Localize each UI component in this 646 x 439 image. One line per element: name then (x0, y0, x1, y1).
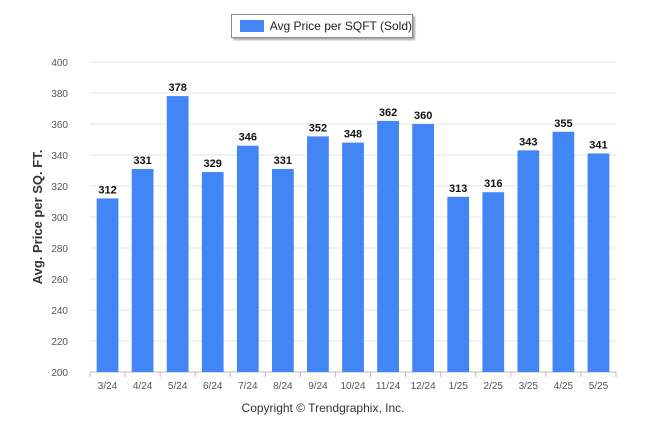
bar[interactable] (587, 153, 610, 372)
bar[interactable] (552, 131, 575, 372)
y-tick-label: 380 (51, 89, 68, 100)
x-tick-label: 6/24 (203, 381, 223, 392)
y-axis-title: Avg. Price per SQ. FT. (30, 150, 45, 285)
x-tick-label: 3/24 (98, 381, 118, 392)
bar[interactable] (96, 198, 119, 372)
legend-swatch (240, 20, 264, 32)
bar[interactable] (236, 145, 259, 372)
legend[interactable]: Avg Price per SQFT (Sold) (231, 14, 413, 38)
data-label: 378 (168, 82, 186, 94)
legend-label: Avg Price per SQFT (Sold) (269, 19, 412, 33)
x-tick-label: 4/25 (554, 381, 574, 392)
data-label: 360 (414, 110, 432, 122)
x-tick-label: 3/25 (519, 381, 539, 392)
bar[interactable] (131, 168, 154, 372)
bar[interactable] (412, 124, 435, 372)
x-tick-label: 5/25 (589, 381, 609, 392)
bar[interactable] (271, 168, 294, 372)
bar[interactable] (342, 142, 364, 372)
y-tick-label: 240 (51, 306, 68, 317)
x-tick-label: 11/24 (376, 381, 401, 392)
data-label: 331 (133, 155, 151, 167)
data-label: 313 (449, 183, 467, 195)
data-label: 312 (98, 184, 116, 196)
x-tick-label: 1/25 (448, 381, 468, 392)
x-tick-label: 2/25 (484, 381, 504, 392)
bar[interactable] (447, 196, 470, 372)
bar[interactable] (482, 192, 505, 372)
x-tick-label: 9/24 (308, 381, 328, 392)
data-labels: 312 331 378 329 346 331 352 348 362 360 313 316 343 3… (98, 82, 607, 196)
y-tick-label: 220 (51, 337, 68, 348)
bar[interactable] (517, 150, 540, 372)
y-tick-label: 400 (51, 58, 68, 69)
bar[interactable] (201, 172, 224, 372)
x-tick-label: 10/24 (340, 381, 365, 392)
y-tick-label: 360 (51, 120, 68, 131)
data-label: 348 (344, 129, 362, 141)
data-label: 329 (204, 158, 222, 170)
y-tick-label: 300 (51, 213, 68, 224)
y-tick-label: 340 (51, 151, 68, 162)
bar[interactable] (377, 120, 399, 373)
data-label: 341 (589, 139, 607, 151)
data-label: 352 (309, 122, 327, 134)
data-label: 355 (554, 118, 572, 130)
copyright-footer: Copyright © Trendgraphix, Inc. (241, 401, 405, 415)
y-tick-label: 200 (51, 368, 68, 379)
data-label: 362 (379, 107, 397, 119)
y-tick-label: 320 (51, 182, 68, 193)
axes: 200 220 240 260 280 300 320 340 360 380 400 3/24 4/2… (51, 58, 617, 392)
x-tick-label: 5/24 (168, 381, 188, 392)
y-tick-label: 280 (51, 244, 68, 255)
bar[interactable] (166, 96, 189, 372)
y-tick-label: 260 (51, 275, 68, 286)
data-label: 346 (239, 132, 257, 144)
bar[interactable] (307, 136, 329, 372)
data-label: 331 (274, 155, 292, 167)
x-tick-label: 8/24 (273, 381, 293, 392)
bars (96, 96, 610, 373)
data-label: 316 (484, 178, 502, 190)
x-tick-label: 4/24 (133, 381, 153, 392)
x-tick-label: 7/24 (238, 381, 258, 392)
data-label: 343 (519, 136, 537, 148)
x-tick-label: 12/24 (411, 381, 436, 392)
